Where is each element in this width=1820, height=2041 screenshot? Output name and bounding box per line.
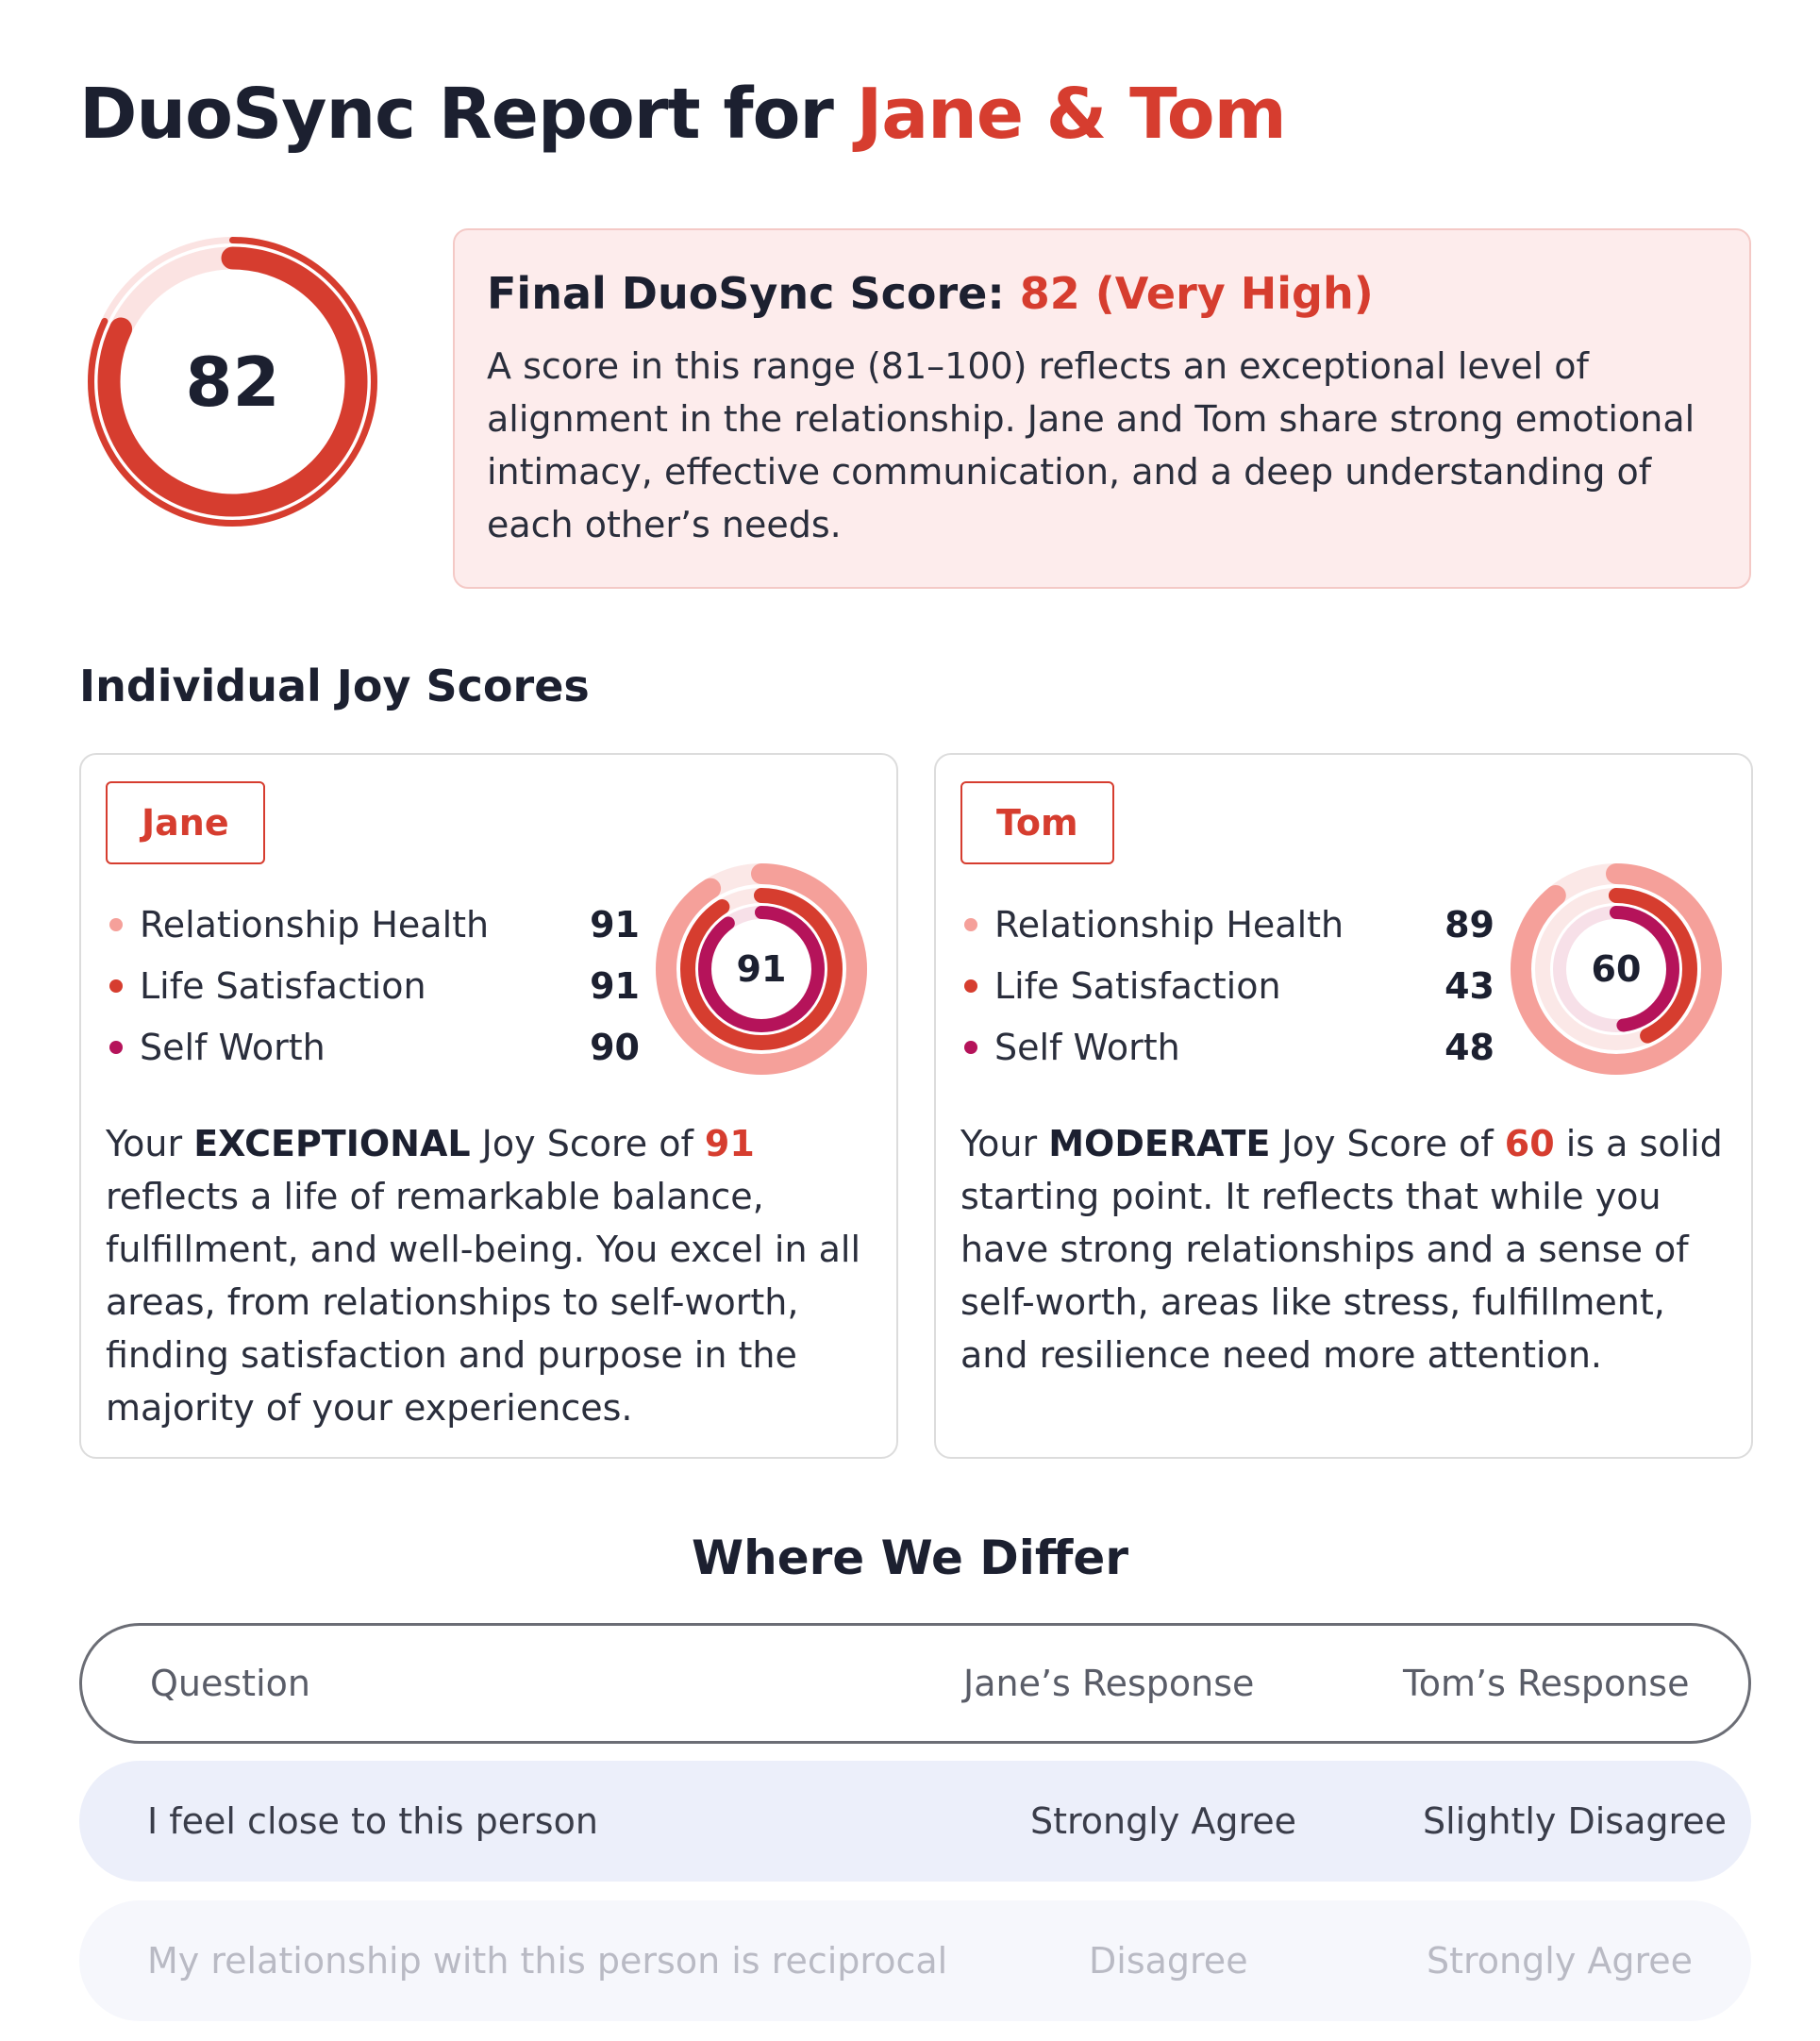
name-tag-jane: Jane xyxy=(106,781,265,864)
joy-card-jane: Jane Relationship Health 91 Life Satisfac… xyxy=(79,753,898,1459)
desc-mid: Joy Score of xyxy=(1270,1123,1505,1164)
metric-relationship-health: Relationship Health 89 xyxy=(964,898,1494,951)
column-header-tom: Tom’s Response xyxy=(1403,1663,1690,1704)
ring-arc-life-satisfaction xyxy=(1535,888,1697,1050)
ring-arc-relationship-health xyxy=(1511,863,1722,1075)
jane-response-cell: Disagree xyxy=(1089,1940,1248,1982)
legend-dot xyxy=(964,918,977,931)
ring-arc-self-worth xyxy=(698,906,825,1032)
metric-value: 91 xyxy=(590,904,640,945)
joy-ring-jane: 91 xyxy=(653,861,870,1078)
inner-arc xyxy=(97,246,368,517)
joy-ring-graphic xyxy=(656,863,867,1075)
metric-value: 91 xyxy=(590,965,640,1007)
metric-label: Life Satisfaction xyxy=(140,965,426,1007)
metric-life-satisfaction: Life Satisfaction 43 xyxy=(964,960,1494,1012)
metric-value: 90 xyxy=(590,1027,640,1068)
joy-score-value: 60 xyxy=(1591,948,1642,990)
final-score-ring: 82 xyxy=(79,228,386,535)
metric-label: Self Worth xyxy=(140,1027,326,1068)
final-score-ring-graphic xyxy=(88,237,377,527)
outer-arc xyxy=(88,237,377,527)
legend-dot xyxy=(964,979,977,993)
final-score-value: 82 xyxy=(185,342,280,422)
metric-self-worth: Self Worth 48 xyxy=(964,1021,1494,1074)
desc-score: 91 xyxy=(704,1123,755,1164)
final-score-box: Final DuoSync Score: 82 (Very High) A sc… xyxy=(453,228,1751,589)
joy-description: Your EXCEPTIONAL Joy Score of 91 reflect… xyxy=(106,1117,879,1434)
name-tag-tom: Tom xyxy=(960,781,1114,864)
legend-dot xyxy=(964,1041,977,1054)
desc-rest: is a solid starting point. It reflects t… xyxy=(960,1123,1723,1376)
final-score-rating: 82 (Very High) xyxy=(1019,268,1374,319)
metric-value: 89 xyxy=(1444,904,1494,945)
jane-response-cell: Strongly Agree xyxy=(1030,1800,1297,1842)
desc-prefix: Your xyxy=(106,1123,194,1164)
column-header-question: Question xyxy=(150,1663,310,1704)
legend-dot xyxy=(109,1041,123,1054)
question-cell: My relationship with this person is reci… xyxy=(147,1940,948,1982)
table-header: Question Jane’s Response Tom’s Response xyxy=(79,1623,1751,1744)
title-names: Jane & Tom xyxy=(856,74,1287,155)
question-cell: I feel close to this person xyxy=(147,1800,598,1842)
metric-label: Relationship Health xyxy=(994,904,1344,945)
table-row[interactable]: I feel close to this person Strongly Agr… xyxy=(79,1761,1751,1882)
joy-ring-graphic xyxy=(1511,863,1722,1075)
metric-label: Self Worth xyxy=(994,1027,1180,1068)
tom-response-cell: Slightly Disagree xyxy=(1423,1800,1728,1842)
joy-description: Your MODERATE Joy Score of 60 is a solid… xyxy=(960,1117,1734,1381)
desc-rest: reflects a life of remarkable balance, f… xyxy=(106,1176,861,1429)
table-row[interactable]: My relationship with this person is reci… xyxy=(79,1900,1751,2021)
joy-ring-tom: 60 xyxy=(1508,861,1725,1078)
metric-self-worth: Self Worth 90 xyxy=(109,1021,640,1074)
metric-value: 43 xyxy=(1444,965,1494,1007)
joy-card-tom: Tom Relationship Health 89 Life Satisfact… xyxy=(934,753,1753,1459)
metric-label: Relationship Health xyxy=(140,904,490,945)
desc-prefix: Your xyxy=(960,1123,1049,1164)
legend-dot xyxy=(109,979,123,993)
ring-arc-life-satisfaction xyxy=(680,888,843,1050)
desc-score: 60 xyxy=(1504,1123,1555,1164)
desc-mid: Joy Score of xyxy=(470,1123,705,1164)
desc-level: EXCEPTIONAL xyxy=(193,1123,471,1164)
joy-score-value: 91 xyxy=(736,948,787,990)
desc-level: MODERATE xyxy=(1048,1123,1271,1164)
metric-relationship-health: Relationship Health 91 xyxy=(109,898,640,951)
metric-life-satisfaction: Life Satisfaction 91 xyxy=(109,960,640,1012)
legend-dot xyxy=(109,918,123,931)
final-score-description: A score in this range (81–100) reflects … xyxy=(487,345,1695,545)
final-score-label: Final DuoSync Score: xyxy=(487,268,1020,319)
differ-heading: Where We Differ xyxy=(691,1531,1129,1585)
column-header-jane: Jane’s Response xyxy=(963,1663,1255,1704)
final-score-title: Final DuoSync Score: 82 (Very High) xyxy=(487,268,1717,319)
metric-value: 48 xyxy=(1444,1027,1494,1068)
individual-heading: Individual Joy Scores xyxy=(79,661,590,711)
ring-arc-relationship-health xyxy=(656,863,867,1075)
page-title: DuoSync Report for Jane & Tom xyxy=(79,74,1287,155)
title-prefix: DuoSync Report for xyxy=(79,74,857,155)
metric-label: Life Satisfaction xyxy=(994,965,1281,1007)
ring-arc-self-worth xyxy=(1553,906,1679,1032)
tom-response-cell: Strongly Agree xyxy=(1427,1940,1694,1982)
